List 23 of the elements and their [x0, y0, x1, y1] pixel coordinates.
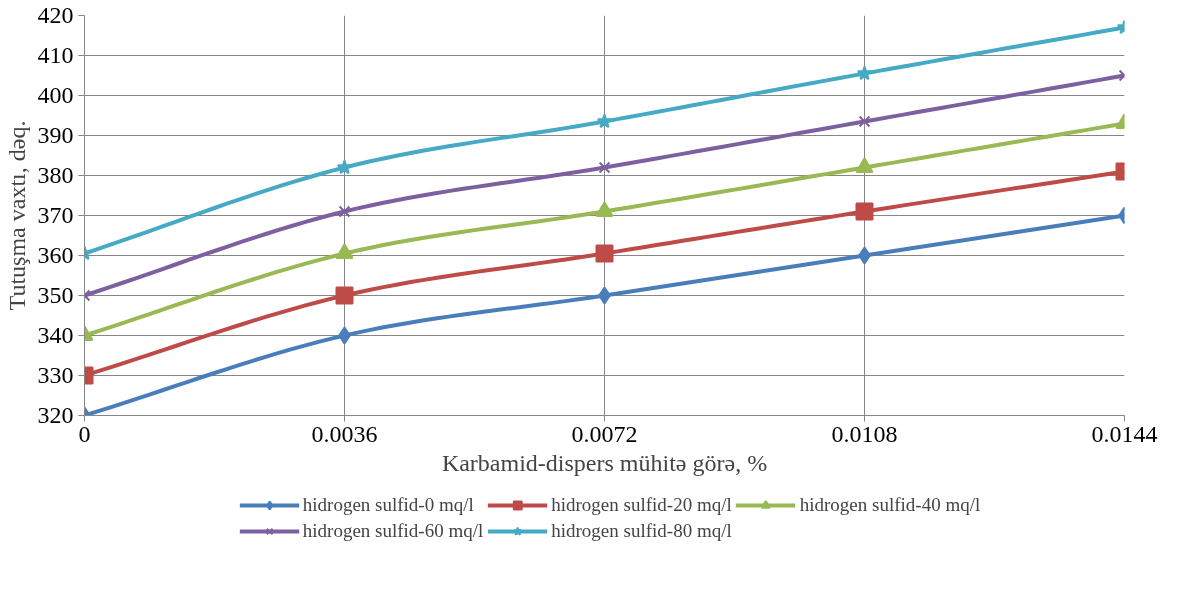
x-tick-label: 0.0072 — [571, 420, 638, 447]
y-axis-title: Tutuşma vaxtı, dəq. — [3, 120, 30, 311]
x-tick-label: 0.0036 — [311, 420, 378, 447]
y-tick-label: 390 — [37, 122, 74, 148]
legend-label: hidrogen sulfid-0 mq/l — [302, 494, 474, 516]
x-axis-title: Karbamid-dispers mühitə görə, % — [441, 449, 768, 476]
y-tick-label: 350 — [37, 282, 74, 308]
legend-label: hidrogen sulfid-60 mq/l — [302, 520, 484, 542]
x-tick-label: 0.0108 — [831, 420, 898, 447]
y-tick-label: 400 — [37, 82, 74, 108]
y-tick-label: 330 — [37, 362, 74, 388]
legend-label: hidrogen sulfid-40 mq/l — [799, 494, 981, 516]
y-tick-label: 320 — [37, 402, 74, 428]
y-tick-label: 380 — [37, 162, 74, 188]
y-tick-label: 410 — [37, 42, 74, 68]
x-tick-label: 0 — [78, 420, 91, 447]
y-tick-label: 360 — [37, 242, 74, 268]
legend-label: hidrogen sulfid-80 mq/l — [551, 520, 732, 542]
y-tick-label: 340 — [37, 322, 74, 348]
legend-label: hidrogen sulfid-20 mq/l — [551, 494, 732, 516]
x-tick-label: 0.0144 — [1091, 420, 1158, 447]
y-tick-label: 420 — [37, 2, 74, 28]
y-tick-label: 370 — [37, 202, 74, 228]
